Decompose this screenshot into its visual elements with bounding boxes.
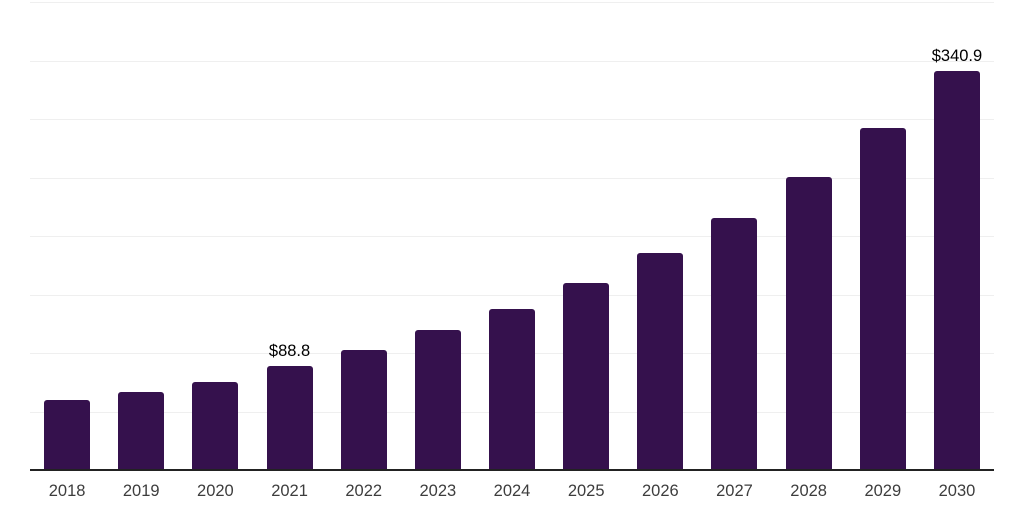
x-tick-label-2028: 2028 [790, 482, 827, 500]
bar-band-2021: $88.8 [252, 2, 326, 470]
x-tick-label-2018: 2018 [48, 482, 86, 500]
bar-2024 [489, 308, 536, 470]
bars-container: $88.8 $340.9 [30, 2, 994, 470]
bar-value-label-2030: $340.9 [931, 46, 983, 65]
bar-band-2023 [401, 2, 475, 470]
bar-band-2030: $340.9 [920, 2, 994, 470]
gridline-350 [30, 60, 994, 62]
x-tick-label-2023: 2023 [419, 482, 457, 500]
x-tick-label-2025: 2025 [567, 482, 605, 500]
bar-2027 [711, 217, 758, 470]
gridline-400 [30, 2, 994, 3]
gridline-300 [30, 119, 994, 120]
bar-band-2020 [178, 2, 252, 470]
bar-2020 [192, 381, 239, 470]
x-tick-label-2024: 2024 [493, 482, 531, 500]
bar-2018 [44, 400, 91, 470]
bar-2025 [563, 282, 610, 470]
bar-band-2025 [549, 2, 623, 470]
bar-2023 [414, 330, 461, 470]
plot-area: $88.8 $340.9 [30, 2, 994, 471]
bar-band-2029 [846, 2, 920, 470]
bar-2022 [340, 349, 387, 470]
x-tick-label-2019: 2019 [122, 482, 160, 500]
x-tick-label-2027: 2027 [716, 482, 753, 500]
bar-band-2026 [623, 2, 697, 470]
bar-2019 [118, 392, 165, 470]
bar-2021 [266, 366, 313, 470]
x-tick-label-2020: 2020 [197, 482, 234, 500]
x-tick-label-2030: 2030 [938, 482, 976, 500]
bar-band-2019 [104, 2, 178, 470]
x-axis-labels: 2018 2019 2020 2021 2022 2023 2024 2025 2026 2027… [30, 482, 994, 502]
bar-2029 [859, 127, 906, 470]
bar-2030 [933, 71, 980, 470]
bar-2026 [637, 253, 684, 470]
bar-2028 [785, 176, 832, 470]
x-tick-label-2029: 2029 [864, 482, 902, 500]
x-tick-label-2026: 2026 [641, 482, 679, 500]
bar-band-2028 [772, 2, 846, 470]
bar-band-2018 [30, 2, 104, 470]
gridline-150 [30, 294, 994, 296]
gridline-200 [30, 236, 994, 237]
bar-value-label-2021: $88.8 [268, 341, 311, 360]
x-tick-label-2022: 2022 [345, 482, 383, 500]
x-axis-line [30, 469, 994, 471]
bar-band-2024 [475, 2, 549, 470]
bar-band-2022 [327, 2, 401, 470]
x-tick-label-2021: 2021 [271, 482, 308, 500]
gridline-250 [30, 177, 994, 179]
bar-band-2027 [697, 2, 771, 470]
